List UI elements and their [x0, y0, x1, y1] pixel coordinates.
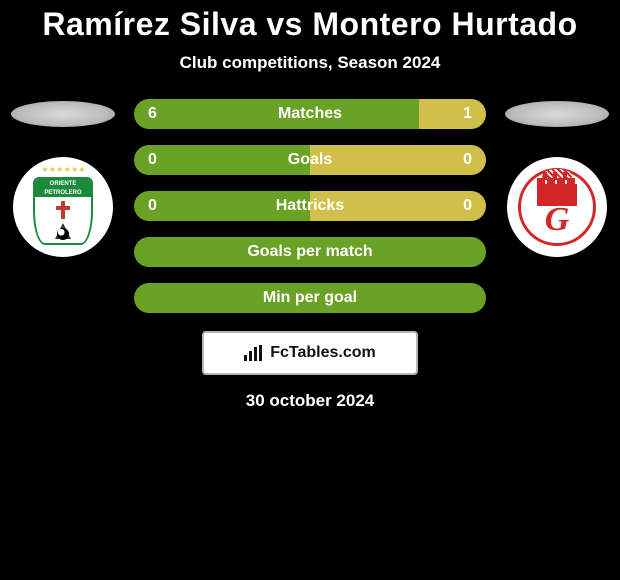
content-row: ★ ★ ★ ★ ★ ★ ORIENTEPETROLERO Matches61 Go… — [0, 101, 620, 313]
stats-bars: Matches61 Goals00 Hattricks00 Goals per mat… — [118, 99, 502, 313]
watermark: FcTables.com — [202, 331, 418, 375]
team-badge-left: ★ ★ ★ ★ ★ ★ ORIENTEPETROLERO — [13, 157, 113, 257]
team-badge-right-art: G — [518, 168, 596, 246]
stars-icon: ★ ★ ★ ★ ★ ★ — [31, 165, 95, 174]
shield-icon: ORIENTEPETROLERO — [33, 177, 93, 245]
cross-icon — [56, 201, 70, 219]
stat-bar-right — [310, 191, 486, 221]
subtitle: Club competitions, Season 2024 — [0, 53, 620, 73]
stat-bar-right — [419, 99, 486, 129]
ball-icon — [57, 228, 69, 240]
team-badge-right: G — [507, 157, 607, 257]
shield-text: ORIENTEPETROLERO — [35, 179, 91, 198]
stat-bar-left — [134, 237, 486, 267]
letter-g-icon: G — [545, 210, 570, 230]
watermark-text: FcTables.com — [270, 344, 376, 362]
left-side: ★ ★ ★ ★ ★ ★ ORIENTEPETROLERO — [8, 101, 118, 257]
stat-bar-left — [134, 99, 419, 129]
factory-icon — [537, 184, 577, 206]
date-text: 30 october 2024 — [0, 391, 620, 411]
stat-row: Goals00 — [134, 145, 486, 175]
stat-row: Hattricks00 — [134, 191, 486, 221]
team-badge-left-art: ★ ★ ★ ★ ★ ★ ORIENTEPETROLERO — [31, 169, 95, 245]
stat-row: Goals per match — [134, 237, 486, 267]
right-side: G — [502, 101, 612, 257]
stat-bar-left — [134, 191, 310, 221]
stat-row: Matches61 — [134, 99, 486, 129]
page-title: Ramírez Silva vs Montero Hurtado — [0, 6, 620, 43]
player-shadow-right — [505, 101, 609, 127]
stat-bar-left — [134, 145, 310, 175]
player-shadow-left — [11, 101, 115, 127]
stat-bar-right — [310, 145, 486, 175]
stat-bar-left — [134, 283, 486, 313]
stat-row: Min per goal — [134, 283, 486, 313]
bar-chart-icon — [244, 345, 264, 361]
comparison-card: Ramírez Silva vs Montero Hurtado Club co… — [0, 0, 620, 580]
